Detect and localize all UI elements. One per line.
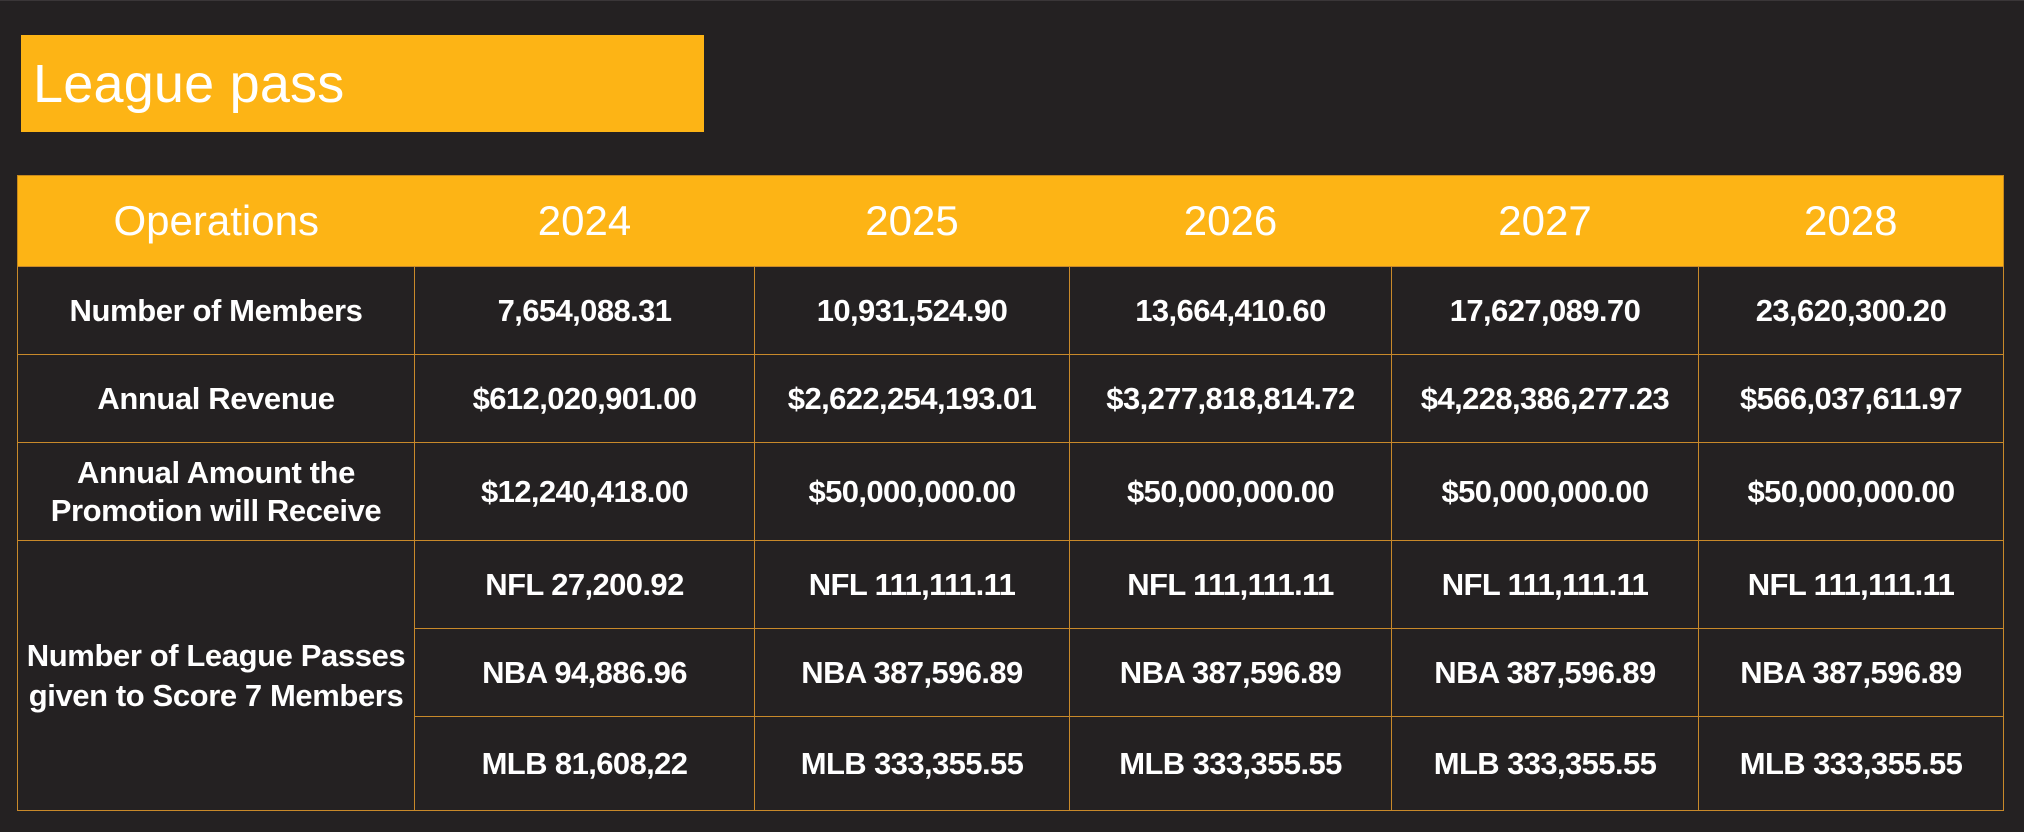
table-cell: NBA 94,886.96 bbox=[414, 628, 755, 717]
table-row: Number of Members 7,654,088.31 10,931,52… bbox=[17, 266, 2004, 355]
table-cell: NFL 27,200.92 bbox=[414, 540, 755, 629]
table-cell: NFL 111,111.11 bbox=[1391, 540, 1699, 629]
page-title: League pass bbox=[33, 53, 345, 114]
table-row: MLB 81,608,22 MLB 333,355.55 MLB 333,355… bbox=[18, 716, 2004, 811]
row-label-revenue: Annual Revenue bbox=[17, 354, 415, 443]
header-year: 2028 bbox=[1698, 175, 2004, 267]
table-cell: $4,228,386,277.23 bbox=[1391, 354, 1699, 443]
table-cell: $566,037,611.97 bbox=[1698, 354, 2004, 443]
header-operations: Operations bbox=[17, 175, 415, 267]
league-pass-table: Operations 2024 2025 2026 2027 2028 Numb… bbox=[17, 175, 2004, 811]
row-label-promotion: Annual Amount the Promotion will Receive bbox=[17, 442, 415, 541]
table-cell: 17,627,089.70 bbox=[1391, 266, 1699, 355]
table-cell: NFL 111,111.11 bbox=[1698, 540, 2004, 629]
header-year: 2026 bbox=[1069, 175, 1392, 267]
row-label-league-passes: Number of League Passes given to Score 7… bbox=[17, 540, 415, 811]
header-year: 2024 bbox=[414, 175, 755, 267]
table-cell: 13,664,410.60 bbox=[1069, 266, 1392, 355]
table-cell: $50,000,000.00 bbox=[1698, 442, 2004, 541]
table-cell: NBA 387,596.89 bbox=[1391, 628, 1699, 717]
table-cell: $12,240,418.00 bbox=[414, 442, 755, 541]
table-row: Annual Revenue $612,020,901.00 $2,622,25… bbox=[17, 354, 2004, 443]
table-cell: NFL 111,111.11 bbox=[1069, 540, 1392, 629]
table-cell: MLB 333,355.55 bbox=[1391, 716, 1699, 811]
table-row: Annual Amount the Promotion will Receive… bbox=[17, 442, 2004, 541]
table-cell: NFL 111,111.11 bbox=[754, 540, 1070, 629]
table-cell: MLB 333,355.55 bbox=[1069, 716, 1392, 811]
table-header-row: Operations 2024 2025 2026 2027 2028 bbox=[17, 175, 2004, 267]
table-cell: MLB 333,355.55 bbox=[1698, 716, 2004, 811]
table-cell: MLB 81,608,22 bbox=[414, 716, 755, 811]
title-banner: League pass bbox=[21, 35, 704, 132]
table-cell: $50,000,000.00 bbox=[1391, 442, 1699, 541]
table-cell: 10,931,524.90 bbox=[754, 266, 1070, 355]
table-cell: 23,620,300.20 bbox=[1698, 266, 2004, 355]
table-cell: $50,000,000.00 bbox=[754, 442, 1070, 541]
table-cell: MLB 333,355.55 bbox=[754, 716, 1070, 811]
header-year: 2027 bbox=[1391, 175, 1699, 267]
table-cell: 7,654,088.31 bbox=[414, 266, 755, 355]
table-cell: $50,000,000.00 bbox=[1069, 442, 1392, 541]
table-cell: NBA 387,596.89 bbox=[754, 628, 1070, 717]
table-cell: $3,277,818,814.72 bbox=[1069, 354, 1392, 443]
table-row: Number of League Passes given to Score 7… bbox=[17, 540, 2004, 811]
table-cell: NBA 387,596.89 bbox=[1698, 628, 2004, 717]
header-year: 2025 bbox=[754, 175, 1070, 267]
table-cell: NBA 387,596.89 bbox=[1069, 628, 1392, 717]
table-cell: $2,622,254,193.01 bbox=[754, 354, 1070, 443]
table-cell: $612,020,901.00 bbox=[414, 354, 755, 443]
row-label-members: Number of Members bbox=[17, 266, 415, 355]
